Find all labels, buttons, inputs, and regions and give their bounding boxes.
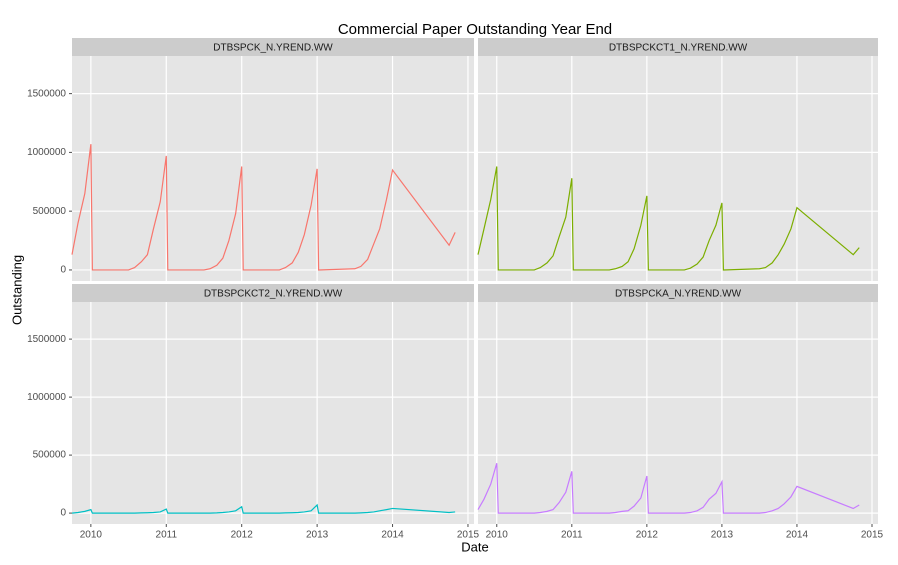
x-tick-label: 2015 [457,530,480,541]
strip-background [478,284,878,302]
y-axis-label: Outstanding [9,255,24,325]
y-tick-label: 500000 [33,450,67,461]
panel-background [72,56,474,281]
x-tick-label: 2014 [786,530,809,541]
y-tick-label: 500000 [33,206,67,217]
x-axis-label: Date [461,539,488,554]
strip-background [478,38,878,56]
x-tick-label: 2011 [561,530,583,541]
x-tick-label: 2013 [711,530,734,541]
panel-background [72,302,474,524]
strip-label: DTBSPCKA_N.YREND.WW [615,289,742,300]
series-line [71,144,456,271]
y-tick-label: 0 [60,265,66,276]
y-tick-label: 1500000 [27,88,66,99]
strip-background [72,38,474,56]
strip-label: DTBSPCKCT1_N.YREND.WW [609,43,748,54]
x-tick-label: 2012 [636,530,659,541]
series-line [71,503,456,514]
strip-label: DTBSPCKCT2_N.YREND.WW [204,289,343,300]
y-tick-label: 1000000 [27,147,66,158]
x-tick-label: 2015 [861,530,884,541]
chart-title: Commercial Paper Outstanding Year End [338,21,612,38]
x-tick-label: 2014 [381,530,404,541]
strip-background [72,284,474,302]
panel-background [478,302,878,524]
x-tick-label: 2010 [486,530,509,541]
strip-label: DTBSPCK_N.YREND.WW [213,43,333,54]
y-tick-label: 1500000 [27,334,66,345]
x-tick-label: 2011 [156,530,178,541]
x-tick-label: 2013 [306,530,329,541]
y-tick-label: 0 [60,508,66,519]
series-line [477,463,860,514]
y-tick-label: 1000000 [27,392,66,403]
x-tick-label: 2010 [80,530,103,541]
x-tick-label: 2012 [231,530,254,541]
panel-background [478,56,878,281]
series-line [477,166,860,271]
